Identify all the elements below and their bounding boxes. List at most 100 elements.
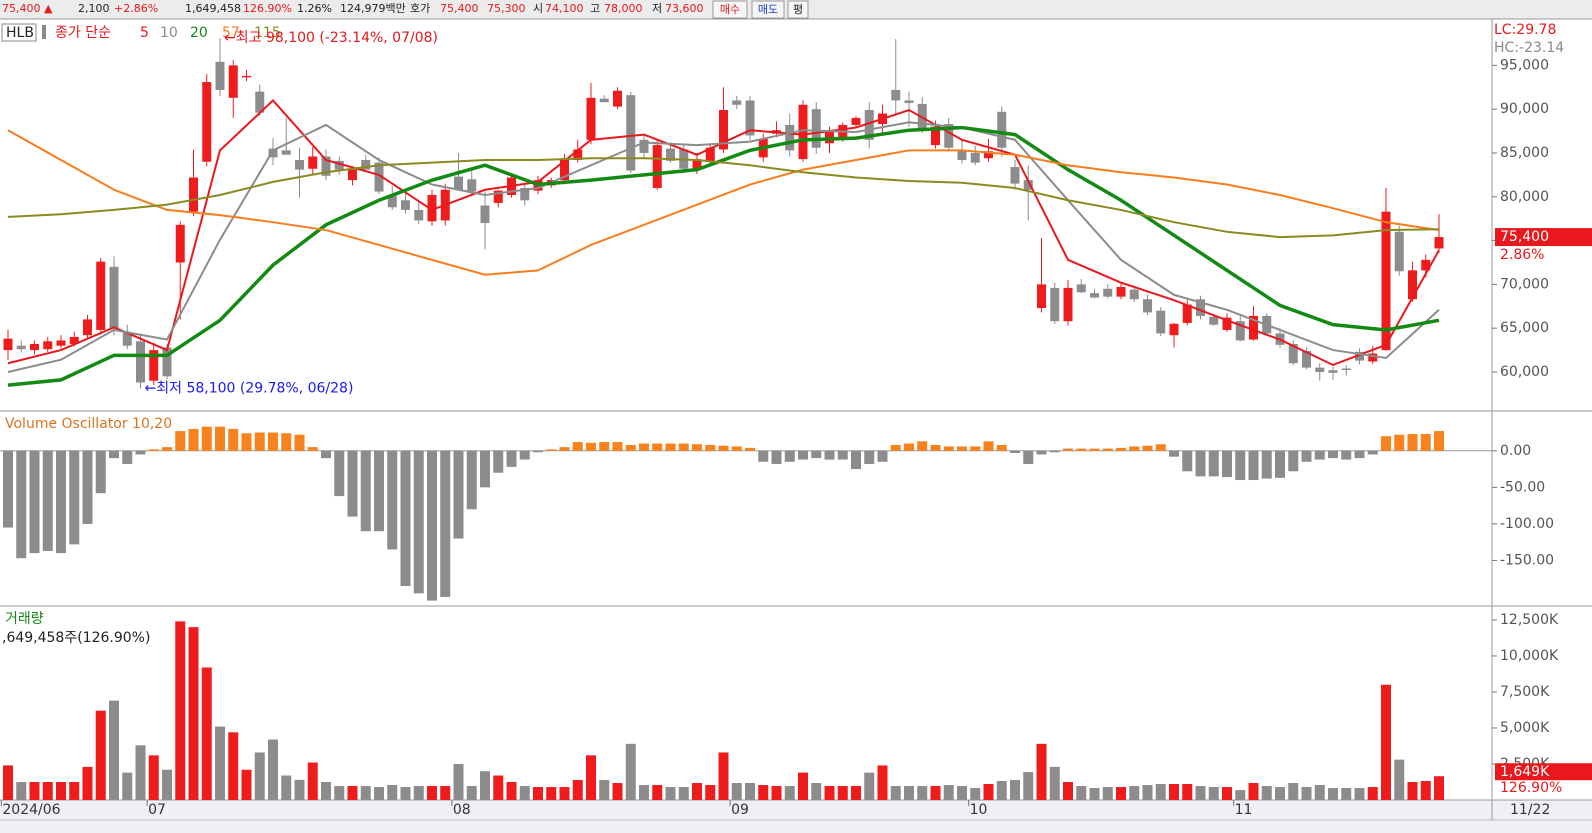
bar [546,449,557,451]
last-price: 75,400 [1500,229,1549,245]
legend-entry: 57 [222,25,240,41]
button-label[interactable]: 평 [793,3,803,16]
y-tick-label: 0.00 [1500,443,1531,459]
bar [572,442,583,451]
candle-body [851,117,861,125]
candle-body [1143,299,1152,313]
bar [1341,788,1352,800]
bar [1367,787,1378,800]
panel-subtitle: ,649,458주(126.90%) [2,630,150,646]
candle-body [1063,287,1073,322]
bar [281,433,292,451]
bar [374,787,384,800]
bar [1381,684,1391,800]
bar [321,450,331,459]
candle-body [1341,368,1351,370]
bar [586,442,596,451]
candle-body [944,124,954,148]
y-tick-label: 80,000 [1500,189,1549,205]
bar [56,781,66,800]
y-tick-label: -50.00 [1500,479,1545,495]
candle-body [732,100,742,105]
candle-body [109,266,119,329]
bar [1023,772,1034,800]
bar [1367,450,1378,455]
candle-body [122,332,132,346]
quote-field: 1,649,458 [185,2,241,15]
quote-field: 124,979백만 [340,2,406,15]
button-label[interactable]: 매수 [720,3,740,16]
bar [1394,434,1405,451]
bar [493,450,504,473]
bar [1381,436,1391,451]
legend-entry: 115 [254,25,281,41]
y-tick-label: 65,000 [1500,320,1549,336]
bar [890,786,901,800]
bar [559,447,570,451]
bar [440,786,451,800]
last-volume-box [1495,763,1592,781]
button[interactable] [787,0,809,19]
bar [1102,448,1113,451]
bar [1129,786,1140,800]
bar [122,772,133,800]
bar [162,447,172,451]
candle-body [348,169,357,181]
bar [135,745,146,800]
bar [400,787,411,800]
bar [1116,787,1126,800]
bar [718,445,729,451]
x-tick-label: 07 [148,802,166,818]
bar [321,781,331,800]
bar [1301,450,1312,462]
bar [413,450,424,594]
bar [745,783,755,800]
y-tick-label: 7,500K [1500,684,1550,700]
candle-body [904,100,914,104]
button[interactable] [751,0,785,19]
candle-body [414,209,424,221]
bar [1129,446,1140,451]
candle-body [692,159,702,169]
candle-body [56,340,66,346]
quote-field: 75,300 [487,2,526,15]
bar [466,450,477,510]
bar [1354,450,1365,459]
bar [824,450,835,460]
candle-body [984,151,993,159]
candle-body [308,156,318,169]
candle-body [189,177,198,212]
bar [996,444,1007,451]
bar [758,785,769,800]
bar [996,780,1007,800]
bar [705,444,716,451]
bar [360,786,371,800]
bar [228,428,239,451]
bar [175,431,186,451]
candle-body [997,111,1007,148]
button-label[interactable]: 매도 [758,3,778,16]
candle-body [1222,317,1232,330]
candle-body [1037,284,1046,309]
bar [69,450,80,545]
candle-body [1355,351,1364,361]
bar [188,428,199,451]
bar [241,433,252,451]
quote-field: +2.86% [114,2,158,15]
bar [957,786,967,800]
bar [480,771,490,800]
bar [3,450,13,528]
bar [559,787,570,800]
candle-body [1103,288,1113,297]
x-tick-label: 11 [1235,802,1253,818]
button[interactable] [712,0,748,19]
y-tick-label: 12,500K [1500,612,1559,628]
bar [943,446,954,451]
quote-field: 1.26% [297,2,332,15]
bar [731,446,742,451]
candle-body [427,195,437,222]
bar [1155,784,1166,800]
candle-body [1090,293,1099,298]
candle-body [401,200,410,210]
